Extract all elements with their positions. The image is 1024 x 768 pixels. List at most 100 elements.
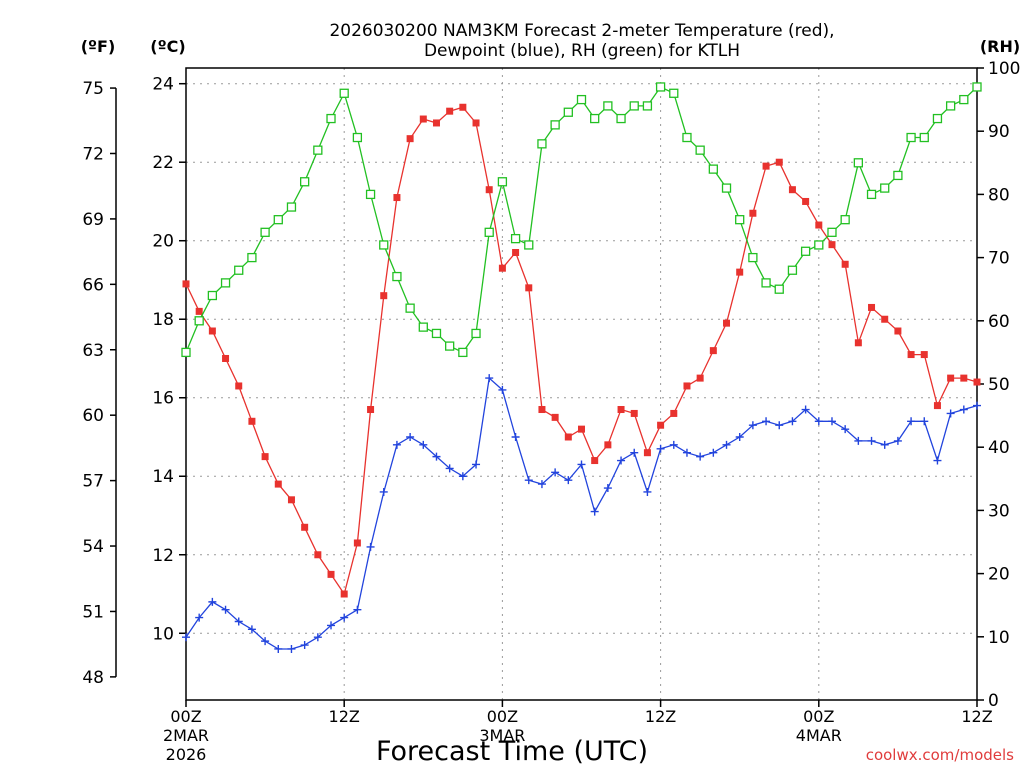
rh-point [181, 347, 191, 358]
rh-point [194, 316, 204, 326]
dewpoint-point [524, 476, 533, 485]
rh-point [286, 202, 297, 212]
2-meter-temperature-point [512, 248, 520, 256]
dewpoint-point [221, 605, 230, 614]
rh-point [655, 82, 666, 92]
2-meter-temperature-point [828, 241, 836, 249]
rh-point [945, 101, 956, 111]
rh-point [510, 233, 521, 244]
axes: 48 51 54 57 60 63 66 69 72 75 10 12 14 16 18 20 22 24 0 10 2… [82, 59, 1020, 764]
rh-point [524, 240, 534, 250]
dewpoint-point [788, 417, 797, 426]
dewpoint-point [709, 448, 718, 457]
dewpoint-point [946, 409, 955, 418]
dewpoint-point [406, 432, 415, 441]
2-meter-temperature-point [670, 409, 678, 417]
dewpoint-point [801, 405, 810, 414]
celsius-tick-label: 18 [152, 310, 174, 330]
dewpoint-point [327, 621, 336, 630]
2-meter-temperature-point [749, 209, 757, 217]
rh-point [827, 227, 837, 237]
dewpoint-point [814, 417, 823, 426]
2-meter-temperature-point [472, 119, 480, 127]
rh-point [735, 215, 745, 225]
dewpoint-point [920, 417, 929, 426]
dewpoint-point [261, 637, 270, 646]
2-meter-temperature-point [551, 413, 559, 421]
rh-point [313, 145, 323, 155]
rh-point [853, 158, 863, 168]
celsius-tick-label: 10 [152, 624, 174, 644]
dewpoint-point [854, 436, 863, 445]
dewpoint-point [247, 625, 256, 634]
dewpoint-point [775, 421, 784, 430]
rh-tick-label: 60 [988, 312, 1010, 332]
dewpoint-point [893, 436, 902, 445]
watermark: coolwx.com/models [866, 746, 1014, 764]
dewpoint-line [185, 376, 978, 650]
2-meter-temperature-point [287, 496, 295, 504]
x-tick-label: 00Z [487, 707, 518, 726]
celsius-tick-label: 24 [152, 75, 174, 95]
dewpoint-point [498, 385, 507, 394]
2-meter-temperature-point [868, 303, 876, 311]
2-meter-temperature-point [841, 260, 849, 268]
2-meter-temperature-point [762, 162, 770, 170]
dewpoint-point [353, 605, 362, 614]
dewpoint-point [762, 417, 771, 426]
rh-point [603, 101, 613, 111]
rh-point [893, 170, 903, 181]
rh-point [629, 101, 639, 111]
2-meter-temperature-point [485, 186, 493, 194]
2-meter-temperature-point [709, 347, 717, 355]
x-tick-label: 00Z [803, 707, 834, 726]
dewpoint-point [841, 425, 850, 434]
rh-point [708, 164, 718, 174]
dewpoint-point [617, 456, 626, 465]
2-meter-temperature-point [367, 406, 375, 414]
rh-tick-label: 80 [988, 185, 1010, 205]
2-meter-temperature-point [235, 382, 243, 390]
dewpoint-point [392, 440, 401, 449]
dewpoint-point [656, 444, 665, 453]
chart-title-line2: Dewpoint (blue), RH (green) for KTLH [424, 41, 740, 61]
rh-point [418, 322, 428, 332]
2-meter-temperature-point [538, 406, 546, 414]
dewpoint-point [287, 644, 296, 653]
fahrenheit-tick-label: 60 [82, 406, 104, 426]
fahrenheit-tick-label: 75 [82, 79, 104, 99]
rh-tick-label: 30 [988, 501, 1010, 521]
dewpoint-point [959, 405, 968, 414]
dewpoint-point [208, 597, 217, 606]
rh-point [207, 290, 218, 301]
rh-point [458, 347, 468, 358]
2-meter-temperature-point [723, 319, 731, 327]
dewpoint-point [419, 440, 428, 449]
rh-tick-label: 50 [988, 375, 1010, 395]
celsius-tick-label: 14 [152, 467, 174, 487]
x-tick-label: 12Z [961, 707, 992, 726]
dewpoint-point [195, 613, 204, 622]
2-meter-temperature-point [775, 158, 783, 166]
rh-point [550, 120, 560, 130]
dewpoint-point [630, 448, 639, 457]
2-meter-temperature-point [920, 351, 928, 359]
dewpoint-point [880, 440, 889, 449]
2-meter-temperature-point [525, 284, 533, 292]
fahrenheit-tick-label: 48 [82, 668, 104, 688]
rh-point [326, 113, 336, 124]
rh-point [365, 189, 376, 200]
rh-point [234, 265, 244, 275]
rh-point [484, 227, 494, 237]
fahrenheit-tick-label: 66 [82, 275, 104, 295]
rh-point [299, 177, 310, 187]
series-dewpoint [182, 374, 981, 653]
rh-point [616, 113, 626, 124]
dewpoint-point [551, 468, 560, 477]
dewpoint-point [643, 487, 652, 496]
2-meter-temperature-point [222, 354, 230, 362]
dewpoint-point [933, 456, 942, 465]
dewpoint-point [340, 613, 349, 622]
chart-title-line1: 2026030200 NAM3KM Forecast 2-meter Tempe… [329, 21, 834, 41]
2-meter-temperature-point [274, 480, 282, 488]
